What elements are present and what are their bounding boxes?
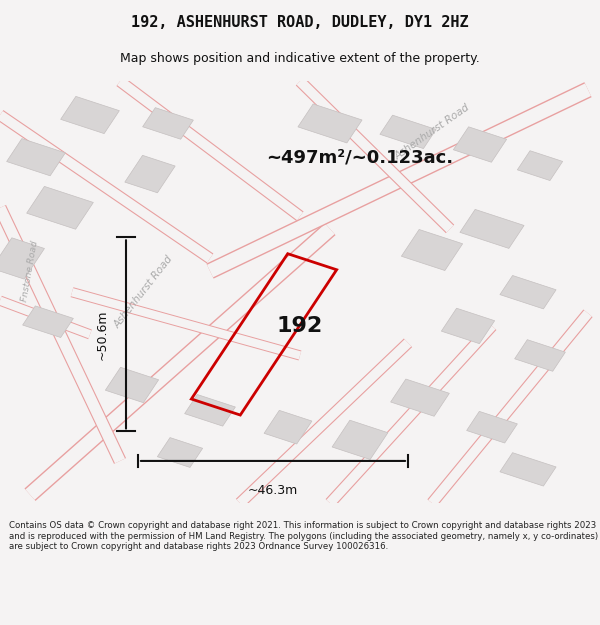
- Text: ~50.6m: ~50.6m: [95, 309, 109, 359]
- Polygon shape: [143, 107, 193, 139]
- Polygon shape: [106, 368, 158, 402]
- Text: ~46.3m: ~46.3m: [248, 484, 298, 497]
- Polygon shape: [185, 394, 235, 426]
- Polygon shape: [442, 308, 494, 344]
- Polygon shape: [515, 339, 565, 371]
- Text: Ashenhurst Road: Ashenhurst Road: [113, 254, 175, 331]
- Polygon shape: [125, 156, 175, 192]
- Polygon shape: [391, 379, 449, 416]
- Polygon shape: [500, 452, 556, 486]
- Text: Contains OS data © Crown copyright and database right 2021. This information is : Contains OS data © Crown copyright and d…: [9, 521, 598, 551]
- Polygon shape: [298, 104, 362, 143]
- Text: 192, ASHENHURST ROAD, DUDLEY, DY1 2HZ: 192, ASHENHURST ROAD, DUDLEY, DY1 2HZ: [131, 15, 469, 30]
- Polygon shape: [61, 96, 119, 134]
- Polygon shape: [517, 151, 563, 181]
- Polygon shape: [467, 411, 517, 443]
- Polygon shape: [401, 229, 463, 271]
- Polygon shape: [157, 438, 203, 468]
- Polygon shape: [7, 139, 65, 176]
- Polygon shape: [23, 306, 73, 338]
- Polygon shape: [380, 115, 436, 149]
- Polygon shape: [26, 186, 94, 229]
- Text: Ashenhurst Road: Ashenhurst Road: [392, 102, 472, 161]
- Text: Map shows position and indicative extent of the property.: Map shows position and indicative extent…: [120, 52, 480, 65]
- Text: 192: 192: [277, 316, 323, 336]
- Polygon shape: [332, 420, 388, 459]
- Polygon shape: [460, 209, 524, 248]
- Polygon shape: [454, 127, 506, 162]
- Polygon shape: [0, 238, 44, 279]
- Polygon shape: [264, 411, 312, 444]
- Text: ~497m²/~0.123ac.: ~497m²/~0.123ac.: [266, 148, 454, 166]
- Polygon shape: [500, 276, 556, 309]
- Text: Fnstone Road: Fnstone Road: [20, 240, 40, 302]
